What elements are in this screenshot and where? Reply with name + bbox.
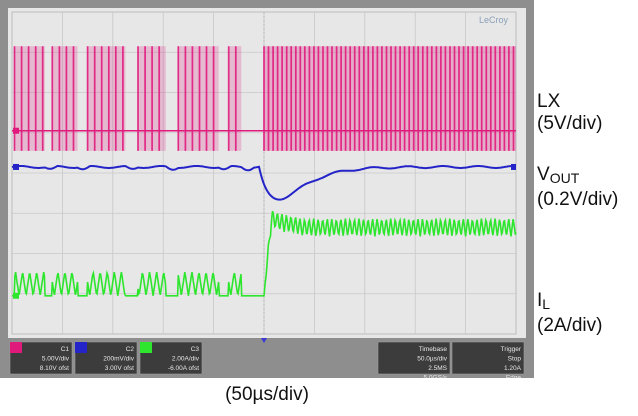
lx-burst-pulses xyxy=(177,46,215,151)
ch1-info-text: 8.10V ofst xyxy=(40,365,69,372)
ch1-info-text: C1 xyxy=(61,346,70,353)
ch2-info-text: 200mV/div xyxy=(103,356,134,363)
trigger-info-box xyxy=(451,341,525,375)
scope-traces xyxy=(11,46,517,297)
il-scale: (2A/div) xyxy=(537,315,603,336)
ch3-info-text: 2.00A/div xyxy=(172,356,200,363)
vout-name: VOUT xyxy=(537,164,580,186)
lx-burst-pulses xyxy=(13,46,44,151)
lx-burst-pulses xyxy=(227,46,237,151)
il-name: IL xyxy=(537,290,551,312)
vout-trace xyxy=(11,164,517,201)
timebase-info-text: 50.0µs/div xyxy=(417,356,448,363)
lx-name: LX xyxy=(537,91,561,112)
ch3-info-text: -6.00A ofst xyxy=(168,365,199,372)
vout-label: VOUT (0.2V/div) xyxy=(537,164,618,211)
trigger-info-text: Trigger xyxy=(501,346,522,353)
scope-info-bar: C1 5.00V/div 8.10V ofst C2 200mV/div 3.00V of… xyxy=(9,341,525,379)
trigger-info-text: Stop xyxy=(508,356,522,363)
lx-continuous-pulses xyxy=(263,46,515,151)
ch1-info-color-tag xyxy=(10,342,22,353)
lx-scale: (5V/div) xyxy=(537,113,603,134)
timebase-info-box xyxy=(377,341,451,375)
channel-3-marker xyxy=(13,292,19,299)
ch2-info-text: C2 xyxy=(126,346,135,353)
channel-2-marker xyxy=(13,163,19,170)
lx-burst-envelope xyxy=(14,46,45,151)
vout-right-marker xyxy=(511,163,516,170)
channel-markers xyxy=(13,127,516,299)
lx-burst-envelope xyxy=(87,46,126,151)
il-label: IL (2A/div) xyxy=(537,290,602,337)
timebase-info-text: 5.0GS/s xyxy=(424,375,448,379)
lx-burst-envelope xyxy=(178,46,219,151)
channel-1-marker xyxy=(13,127,19,134)
brand-logo-text: LeCroy xyxy=(479,15,509,25)
oscilloscope-capture: LeCroy C1 5.00V/div 8.10V ofst C2 200mV/div 3… xyxy=(0,0,534,378)
vout-scale: (0.2V/div) xyxy=(537,189,619,210)
ch3-info-color-tag xyxy=(140,342,152,353)
ch3-info-text: C3 xyxy=(191,346,200,353)
ch2-info-text: 3.00V ofst xyxy=(105,365,134,372)
timebase-info-text: Timebase xyxy=(419,346,448,353)
il-trace xyxy=(12,210,517,297)
lx-continuous-envelope xyxy=(264,46,516,151)
lx-burst-pulses xyxy=(51,46,75,151)
lx-burst-pulses xyxy=(86,46,124,151)
lx-burst-pulses xyxy=(137,46,161,151)
trigger-info-text: 1.20A xyxy=(504,365,522,372)
trigger-marker xyxy=(261,338,267,343)
ch2-info-color-tag xyxy=(75,342,87,353)
timebase-info-text: 2.5MS xyxy=(428,365,447,372)
time-scale-label: (50µs/div) xyxy=(225,384,309,405)
trigger-info-text: Edge xyxy=(506,375,522,379)
ch1-info-text: 5.00V/div xyxy=(42,356,70,363)
lx-label: LX (5V/div) xyxy=(537,91,602,135)
